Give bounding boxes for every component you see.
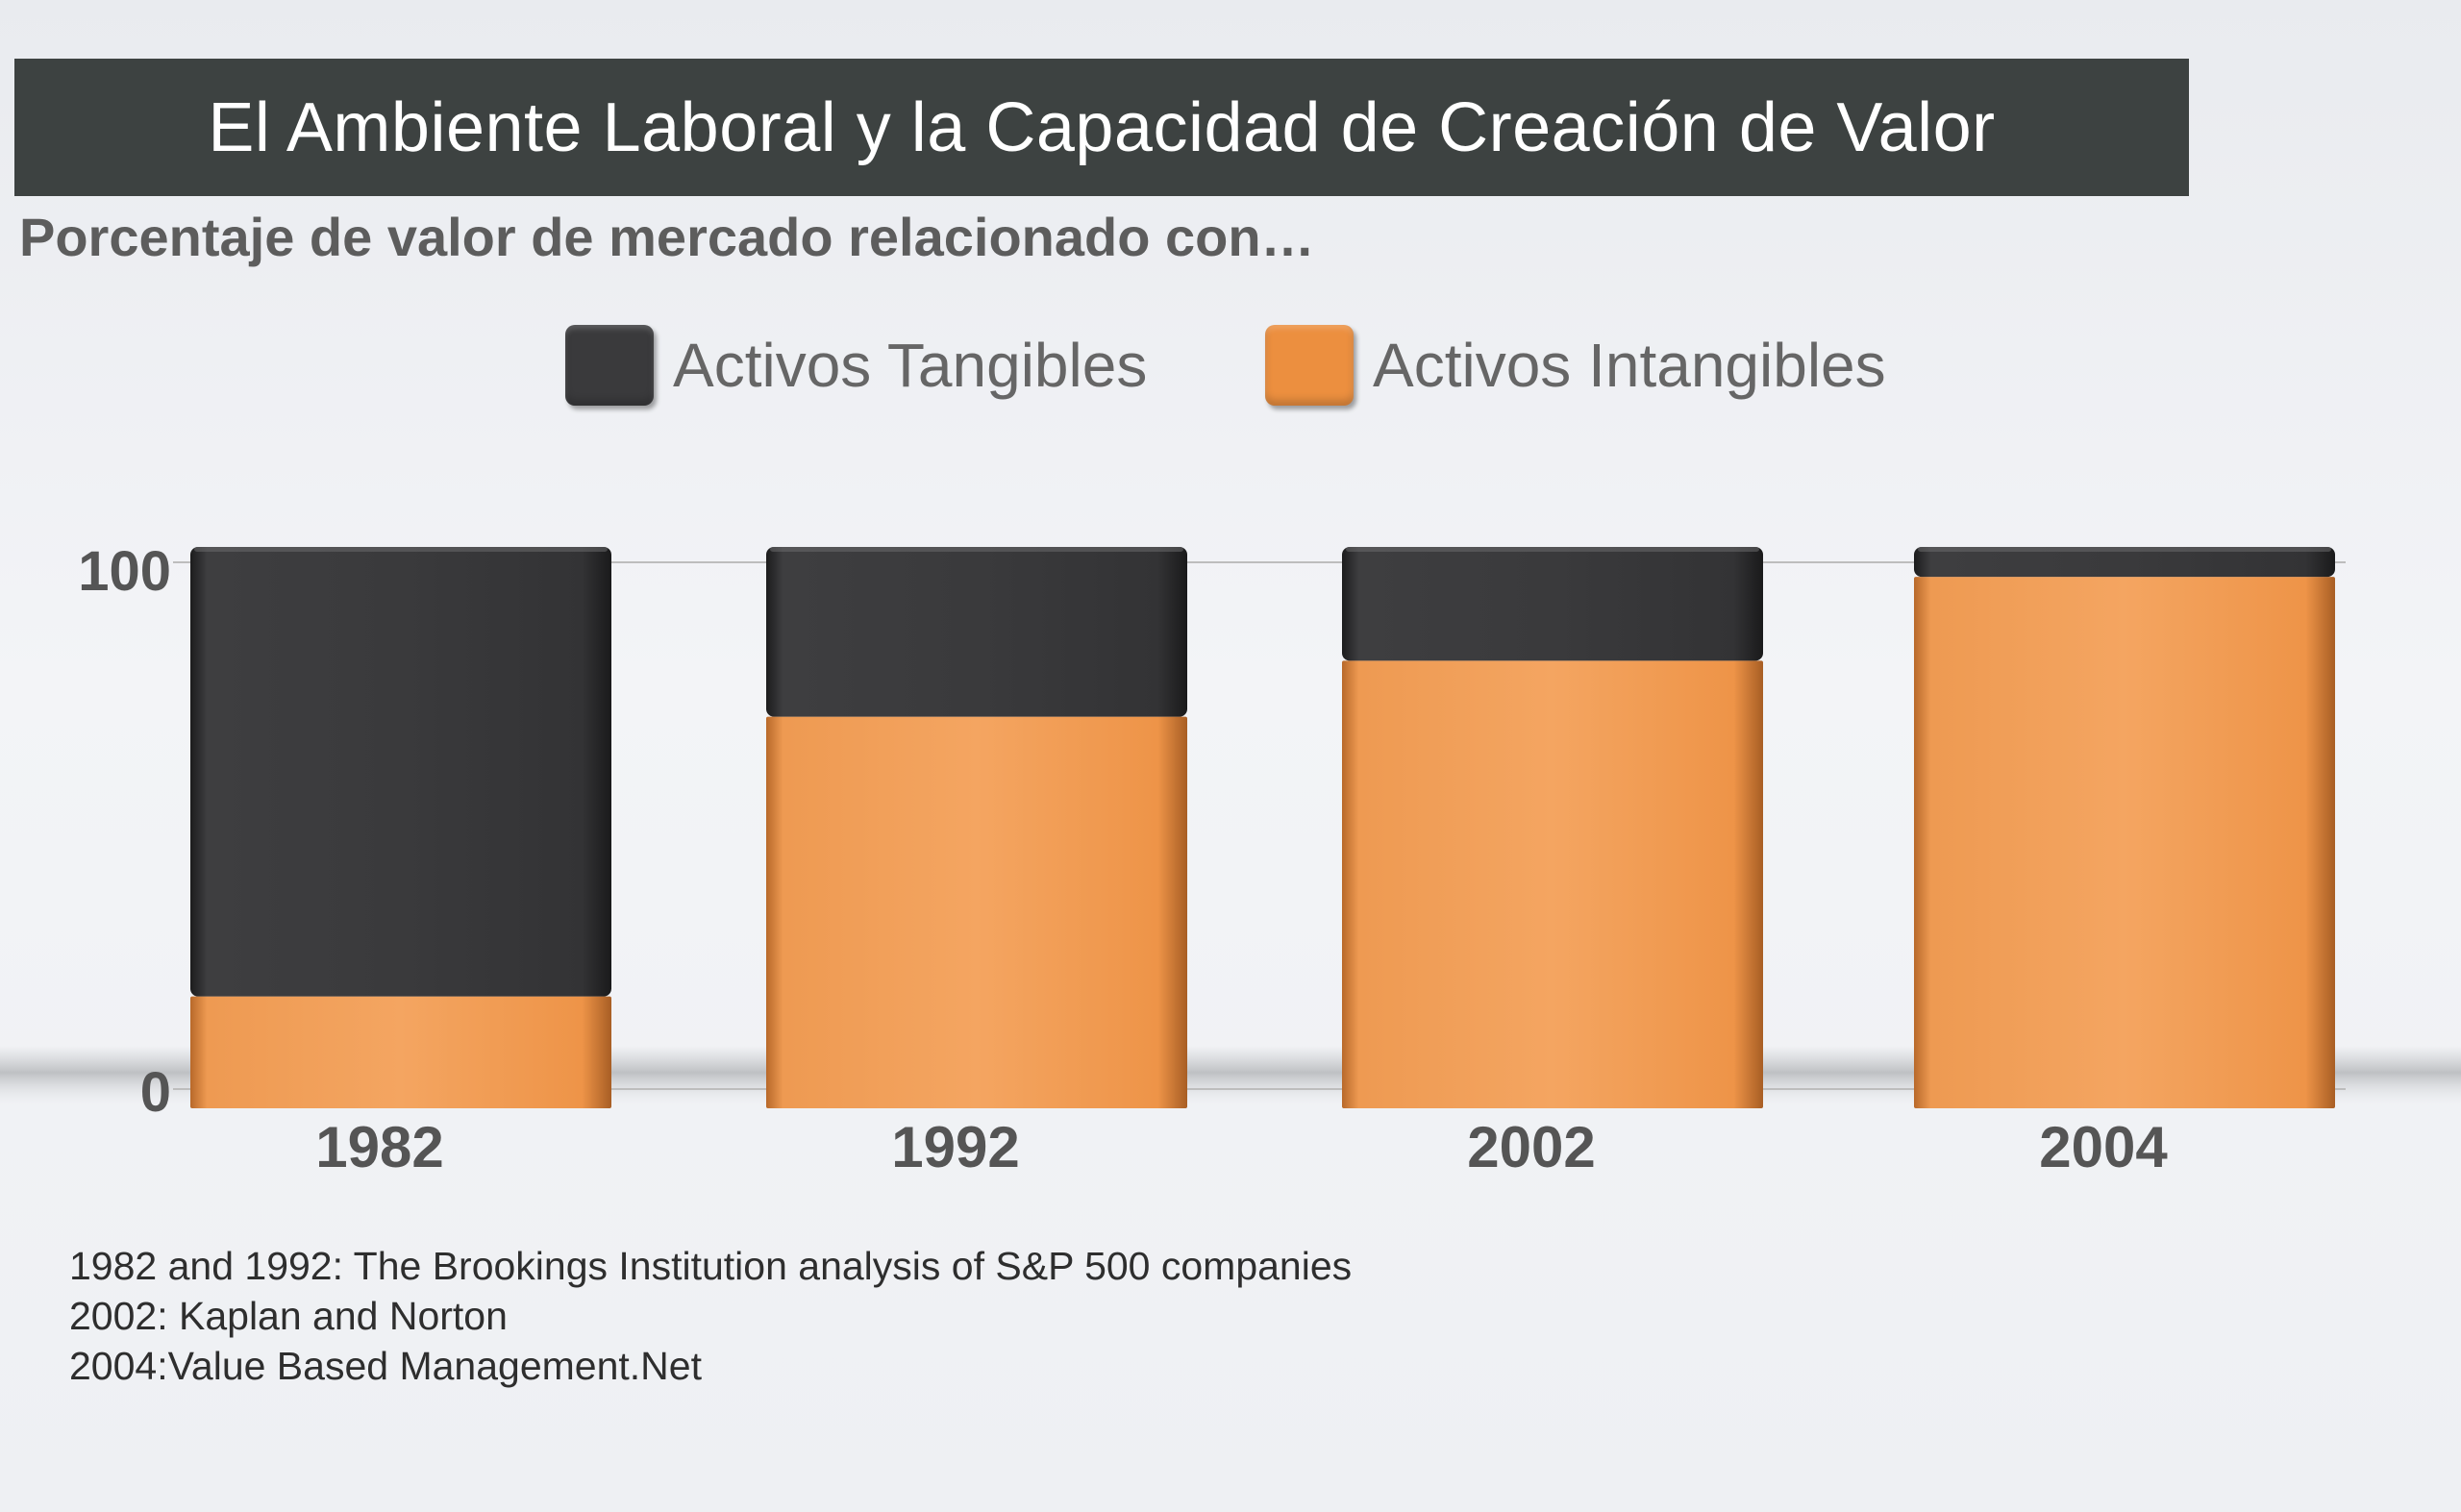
bar-segment-activos-tangibles <box>766 547 1187 717</box>
bar-group-2004 <box>1914 547 2335 1108</box>
bar-group-1992 <box>766 547 1187 1108</box>
y-tick-label: 0 <box>140 1061 171 1124</box>
source-note-3: 2004:Value Based Management.Net <box>69 1344 702 1388</box>
bar-top-edge <box>770 547 1183 552</box>
title-bar: El Ambiente Laboral y la Capacidad de Cr… <box>14 59 2189 196</box>
bar-segment-activos-tangibles <box>1914 547 2335 578</box>
bar-top-edge <box>1346 547 1759 552</box>
legend-swatch-intangibles <box>1265 325 1354 406</box>
x-tick-label: 2004 <box>2039 1115 2168 1179</box>
page-title: El Ambiente Laboral y la Capacidad de Cr… <box>208 88 1996 166</box>
bar-top-edge <box>194 547 608 552</box>
x-tick-label: 2002 <box>1467 1115 1595 1179</box>
stacked-bar-chart: 0 100 1982 1992 2002 2004 <box>0 540 2461 1179</box>
bar-segment-activos-intangibles <box>1914 577 2335 1108</box>
y-tick-label: 100 <box>78 540 171 603</box>
bar-top-edge <box>1918 547 2331 552</box>
bar-group-2002 <box>1342 547 1763 1108</box>
legend-item-intangibles: Activos Intangibles <box>1265 325 1886 406</box>
x-tick-label: 1982 <box>315 1115 443 1179</box>
bar-segment-activos-intangibles <box>190 996 611 1108</box>
bar-segment-activos-tangibles <box>190 547 611 997</box>
bar-segment-activos-intangibles <box>766 716 1187 1108</box>
bar-segment-activos-tangibles <box>1342 547 1763 661</box>
bar-group-1982 <box>190 547 611 1108</box>
source-note-2: 2002: Kaplan and Norton <box>69 1294 508 1338</box>
legend-label-intangibles: Activos Intangibles <box>1373 331 1886 400</box>
x-tick-label: 1992 <box>891 1115 1019 1179</box>
bar-segment-activos-intangibles <box>1342 660 1763 1108</box>
source-note-1: 1982 and 1992: The Brookings Institution… <box>69 1244 1353 1288</box>
legend-swatch-tangibles <box>565 325 654 406</box>
chart-subtitle: Porcentaje de valor de mercado relaciona… <box>19 207 1315 267</box>
legend-label-tangibles: Activos Tangibles <box>673 331 1148 400</box>
legend-item-tangibles: Activos Tangibles <box>565 325 1147 406</box>
